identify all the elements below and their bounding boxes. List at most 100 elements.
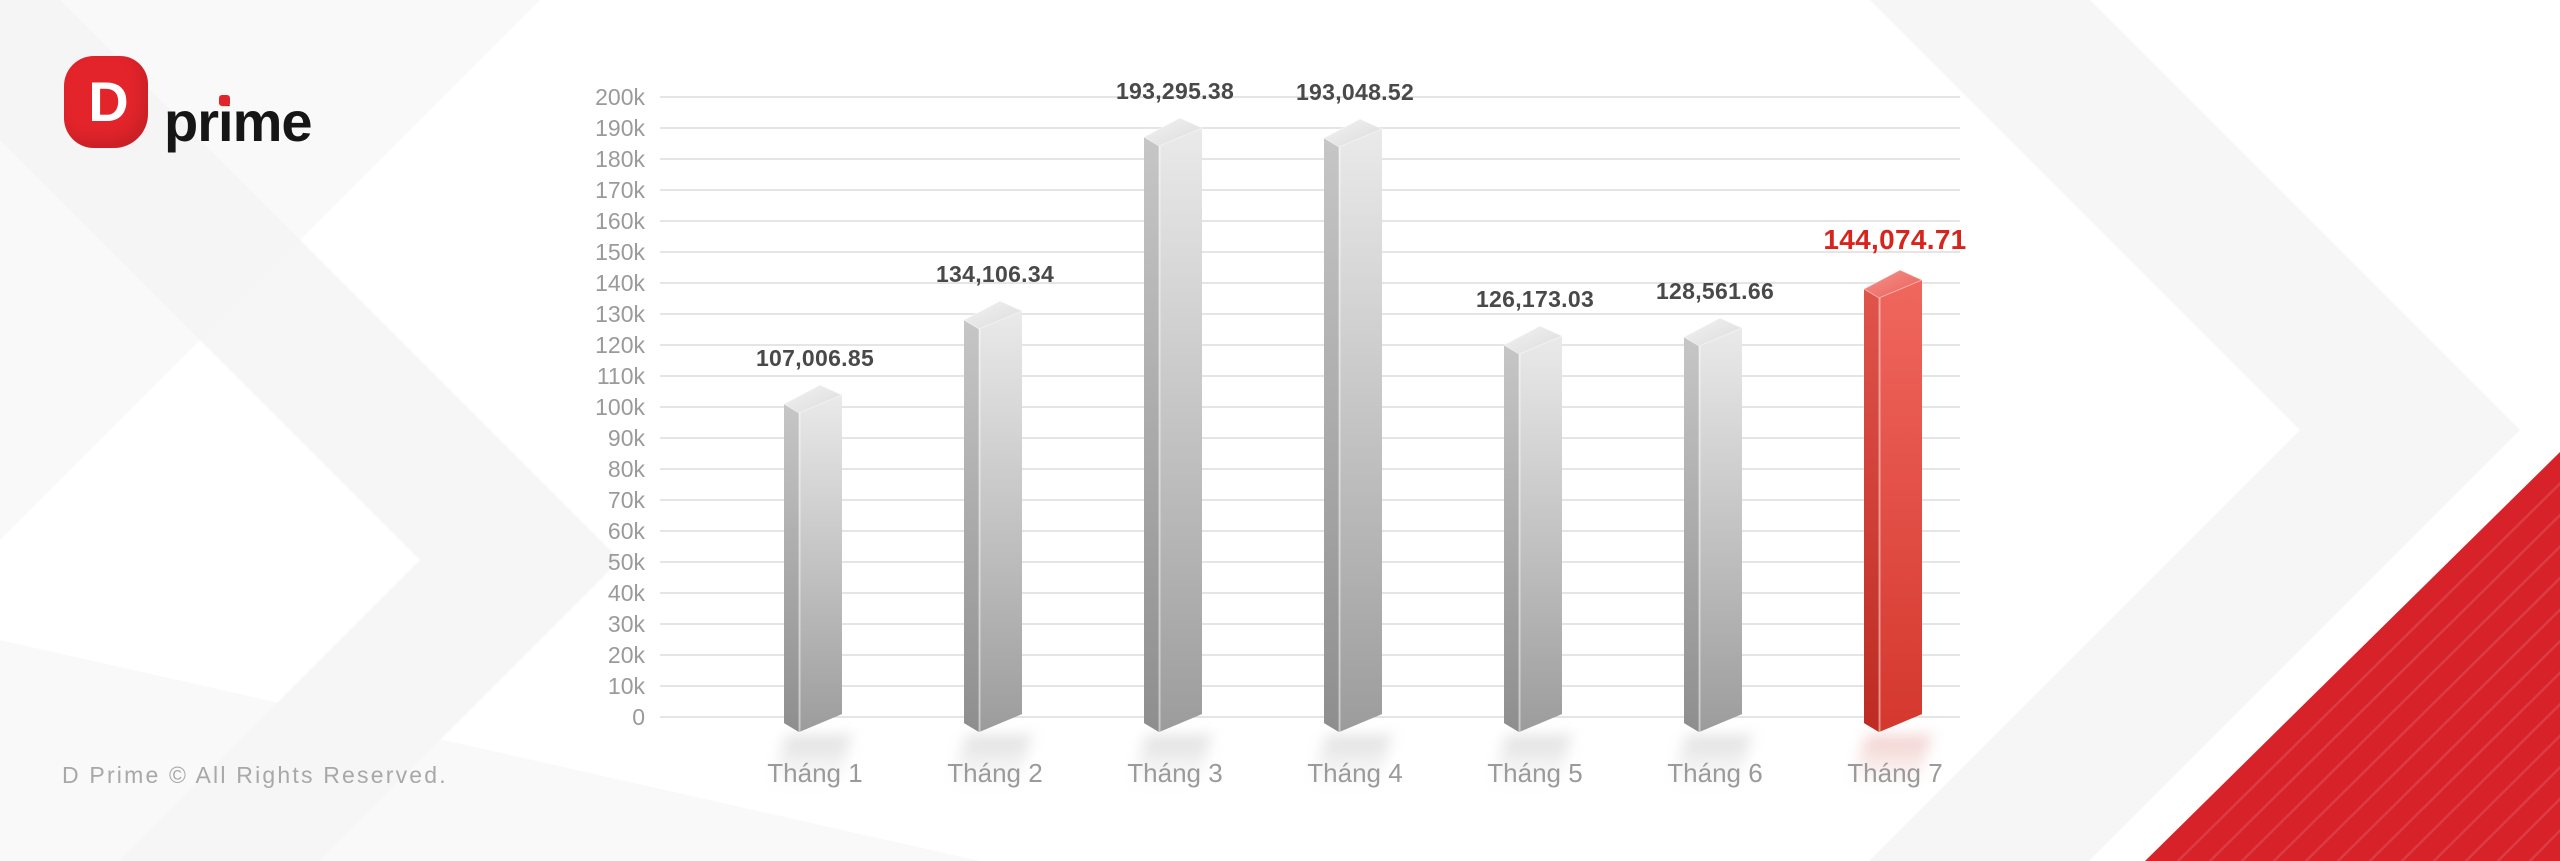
corner-stripe	[2240, 544, 2560, 861]
corner-stripes	[2176, 481, 2560, 861]
gridline	[660, 282, 1960, 284]
brand-word-part: me	[232, 90, 313, 153]
corner-stripe	[2368, 671, 2560, 861]
brand-word-i: i	[218, 90, 234, 153]
bar-3d	[1682, 318, 1744, 732]
corner-stripe	[2272, 576, 2560, 861]
bar-value-label: 134,106.34	[935, 261, 1055, 287]
bar-face-top	[1682, 318, 1744, 347]
red-corner-triangle	[2145, 452, 2560, 861]
y-axis-tick-label: 200k	[595, 84, 645, 110]
bar-value-label: 126,173.03	[1475, 286, 1595, 312]
x-axis-label: Tháng 3	[1127, 758, 1223, 788]
brand-name: prime	[164, 92, 312, 152]
y-axis-tick-label: 100k	[595, 394, 645, 420]
y-axis-tick-label: 180k	[595, 146, 645, 172]
bar-face-front	[1699, 328, 1742, 732]
y-axis-tick-label: 150k	[595, 239, 645, 265]
x-axis-label: Tháng 4	[1307, 758, 1403, 788]
corner-stripe	[2528, 828, 2560, 861]
bar-3d	[1502, 326, 1564, 732]
y-axis-tick-label: 10k	[607, 673, 645, 699]
gridline	[660, 96, 1960, 98]
bar-face-front	[1159, 128, 1202, 732]
bar-3d	[1862, 270, 1924, 732]
brand-word-part: pr	[164, 90, 219, 153]
bar-face-left	[1864, 289, 1879, 732]
x-axis-label: Tháng 1	[767, 758, 863, 788]
corner-stripe	[2208, 513, 2560, 861]
bar-face-front	[979, 311, 1022, 732]
gridline	[660, 127, 1960, 129]
corner-stripe	[2432, 734, 2560, 861]
corner-stripe	[2304, 607, 2560, 861]
bar-face-front	[1879, 280, 1922, 732]
d-prime-logo-icon: D	[64, 56, 148, 148]
bar-face-left	[1684, 337, 1699, 732]
y-axis-tick-label: 70k	[607, 487, 645, 513]
bar-face-left	[784, 404, 799, 732]
gridline	[660, 685, 1960, 687]
bar-value-label: 107,006.85	[755, 345, 875, 371]
y-axis-tick-label: 90k	[607, 425, 645, 451]
brand-logo: D prime	[64, 56, 484, 176]
bar-face-front	[1519, 336, 1562, 732]
gridline	[660, 499, 1960, 501]
gridline	[660, 406, 1960, 408]
background-chevron-right	[1869, 0, 2520, 861]
bar-face-top	[782, 385, 844, 414]
bar-value-label: 193,048.52	[1295, 79, 1415, 105]
bar-face-left	[1504, 345, 1519, 732]
background-chevron-left	[0, 0, 620, 861]
bar-face-top	[1142, 118, 1204, 147]
gridline	[660, 375, 1960, 377]
y-axis-tick-label: 130k	[595, 301, 645, 327]
x-axis-label: Tháng 6	[1667, 758, 1763, 788]
gridline	[660, 313, 1960, 315]
bar-3d	[962, 301, 1024, 732]
y-axis-tick-label: 40k	[607, 580, 645, 606]
y-axis-tick-label: 80k	[607, 456, 645, 482]
gridline	[660, 437, 1960, 439]
x-axis-label: Tháng 5	[1487, 758, 1583, 788]
y-axis-tick-label: 140k	[595, 270, 645, 296]
bar-face-left	[1144, 137, 1159, 732]
background-wash-bottom-left	[0, 640, 980, 861]
corner-stripe	[2176, 481, 2560, 861]
copyright-text: D Prime © All Rights Reserved.	[62, 762, 448, 788]
gridline	[660, 220, 1960, 222]
y-axis-tick-label: 0	[632, 704, 645, 730]
bar-3d	[1142, 118, 1204, 732]
bar-face-top	[1862, 270, 1924, 299]
gridline	[660, 530, 1960, 532]
y-axis-tick-label: 170k	[595, 177, 645, 203]
gridline	[660, 623, 1960, 625]
corner-stripe	[2464, 765, 2560, 861]
gridline	[660, 344, 1960, 346]
y-axis-tick-label: 110k	[596, 363, 645, 389]
y-axis-tick-label: 190k	[595, 115, 645, 141]
bar-value-label: 128,561.66	[1655, 278, 1775, 304]
bar-face-front	[1339, 129, 1382, 732]
gridline	[660, 592, 1960, 594]
bar-face-top	[962, 301, 1024, 330]
y-axis-tick-label: 60k	[607, 518, 645, 544]
logo-letter: D	[88, 70, 129, 133]
gridline	[660, 189, 1960, 191]
y-axis-tick-label: 30k	[607, 611, 645, 637]
bar-3d	[782, 385, 844, 732]
corner-stripe	[2496, 797, 2560, 861]
y-axis-tick-label: 20k	[607, 642, 645, 668]
gridline	[660, 561, 1960, 563]
bar-face-left	[1324, 138, 1339, 732]
y-axis-tick-label: 160k	[595, 208, 645, 234]
bar-face-top	[1502, 326, 1564, 355]
corner-stripe	[2336, 639, 2560, 861]
y-axis-tick-label: 120k	[595, 332, 645, 358]
bar-value-label: 144,074.71	[1823, 224, 1967, 255]
gridline	[660, 716, 1960, 718]
y-axis-tick-label: 50k	[607, 549, 645, 575]
corner-stripe	[2400, 702, 2560, 861]
